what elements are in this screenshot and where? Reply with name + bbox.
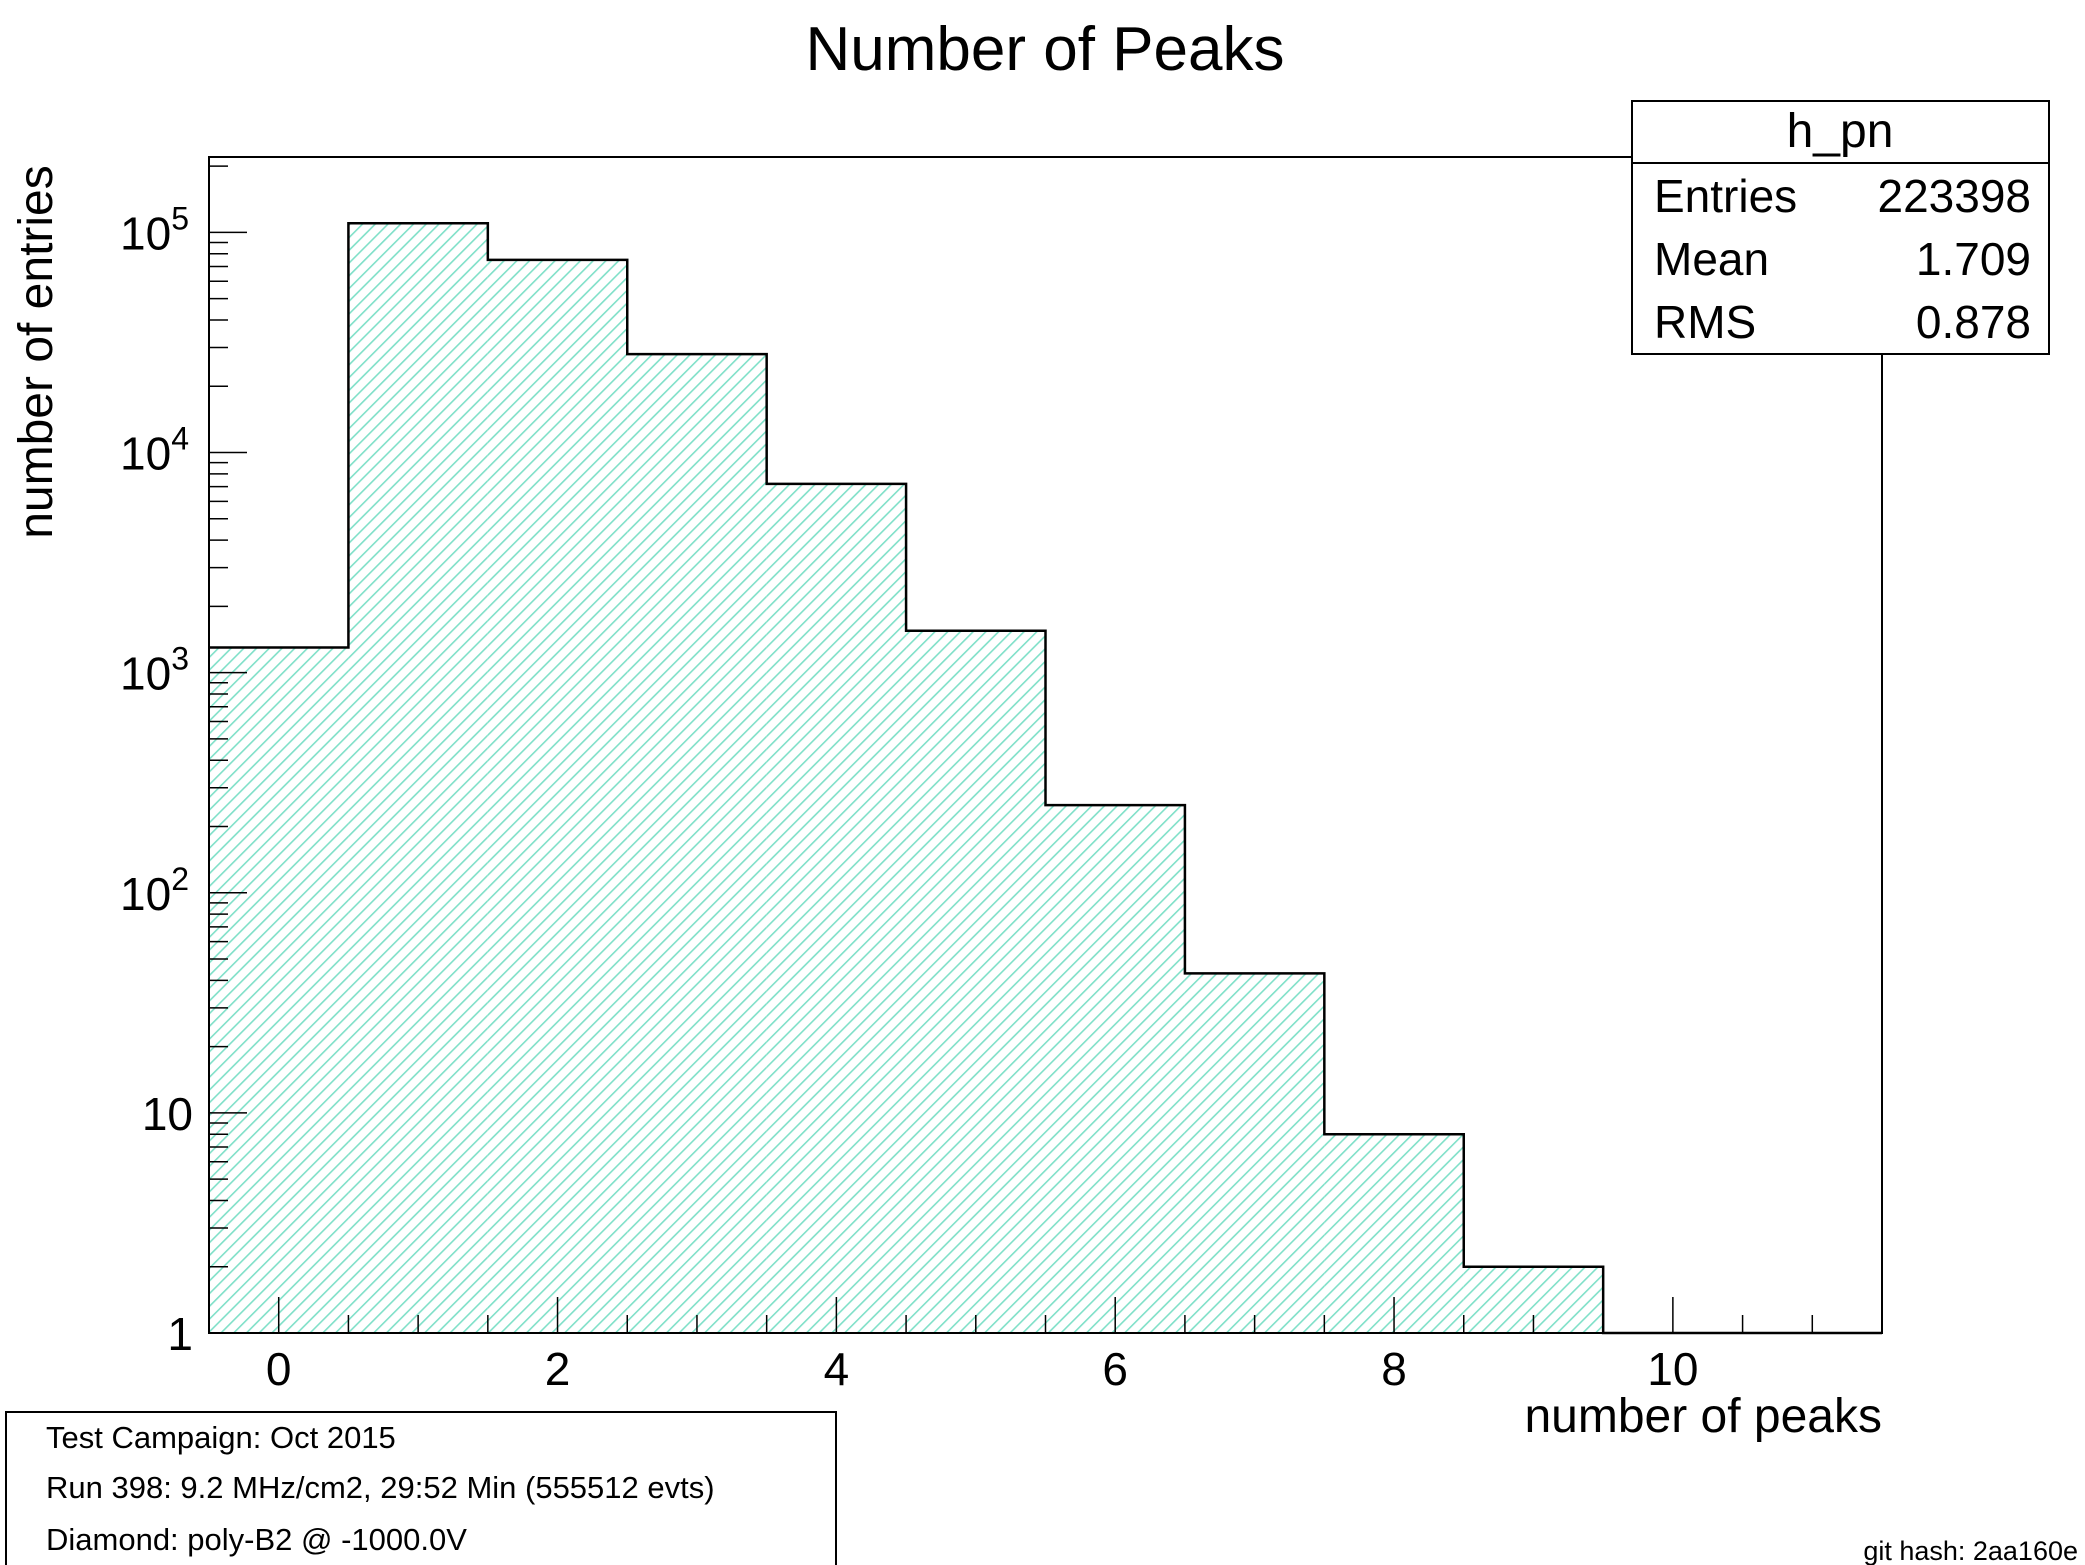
stats-box-frame — [1631, 100, 2050, 355]
histogram-bin-3 — [627, 354, 767, 1333]
chart-title: Number of Peaks — [806, 15, 1285, 84]
stats-mean-value: 1.709 — [1916, 233, 2031, 285]
y-axis-ticks: 1 10 102 103 104 105 — [120, 165, 247, 1360]
stats-mean-label: Mean — [1654, 233, 1769, 285]
histogram-bin-7 — [1184, 973, 1325, 1333]
y-tick-label: 102 — [120, 861, 189, 920]
x-tick-label: 10 — [1647, 1343, 1698, 1395]
histogram-bin-2 — [487, 259, 628, 1333]
stats-entries-label: Entries — [1654, 170, 1797, 222]
x-tick-label: 4 — [824, 1343, 850, 1395]
histogram-bin-0 — [209, 647, 349, 1333]
x-axis-ticks: 0 2 4 6 8 10 — [266, 1297, 1814, 1395]
y-tick-label: 104 — [120, 421, 189, 480]
stats-box-title: h_pn — [1787, 105, 1894, 158]
run-info-line-diamond: Diamond: poly-B2 @ -1000.0V — [46, 1522, 467, 1557]
stats-rms-value: 0.878 — [1916, 296, 2031, 348]
histogram-bars — [209, 223, 1604, 1334]
x-tick-label: 6 — [1102, 1343, 1128, 1395]
histogram-bin-1 — [348, 223, 488, 1334]
run-info-line-run: Run 398: 9.2 MHz/cm2, 29:52 Min (555512 … — [46, 1470, 715, 1505]
x-axis-label: number of peaks — [1524, 1390, 1882, 1443]
histogram-bin-5 — [906, 630, 1046, 1333]
x-tick-label: 8 — [1381, 1343, 1407, 1395]
y-tick-label: 1 — [167, 1308, 193, 1360]
x-tick-label: 2 — [545, 1343, 571, 1395]
y-axis-label: number of entries — [10, 165, 63, 539]
y-tick-label: 105 — [120, 200, 189, 259]
histogram-bin-4 — [766, 483, 907, 1333]
stats-entries-value: 223398 — [1878, 170, 2032, 222]
histogram-bin-6 — [1045, 805, 1185, 1333]
stats-box: h_pn Entries 223398 Mean 1.709 RMS 0.878 — [1631, 100, 2050, 355]
y-tick-label: 10 — [142, 1088, 193, 1140]
y-tick-label: 103 — [120, 641, 189, 700]
run-info-box: Test Campaign: Oct 2015 Run 398: 9.2 MHz… — [5, 1411, 837, 1565]
run-info-line-campaign: Test Campaign: Oct 2015 — [46, 1420, 396, 1455]
histogram-outline — [209, 222, 1882, 1335]
stats-rms-label: RMS — [1654, 296, 1756, 348]
run-info-frame — [5, 1411, 837, 1565]
x-tick-label: 0 — [266, 1343, 292, 1395]
git-hash-label: git hash: 2aa160e — [1863, 1536, 2078, 1565]
